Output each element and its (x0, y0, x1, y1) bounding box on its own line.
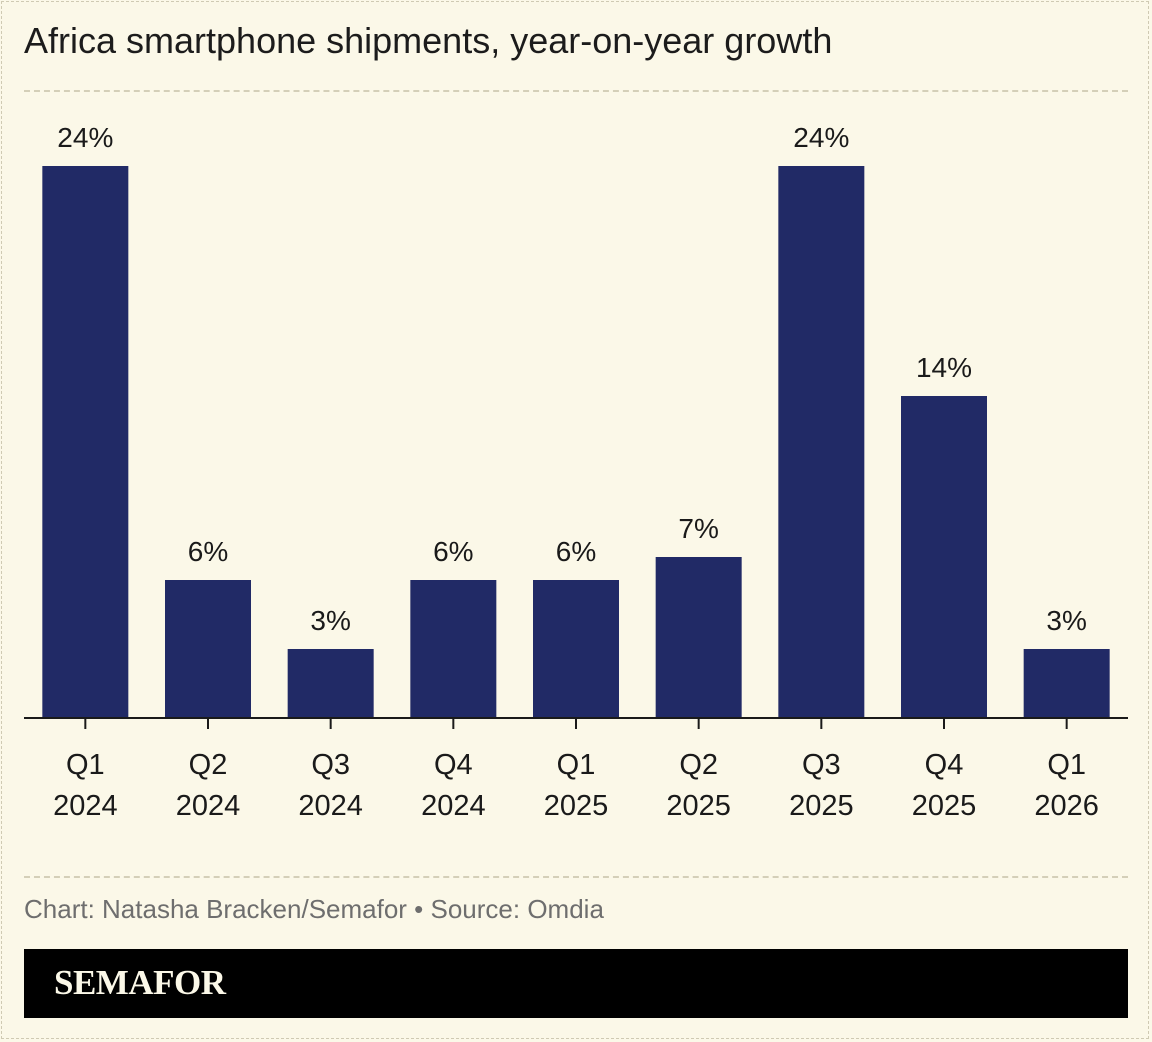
x-tick-label: 2024 (176, 790, 241, 822)
data-label: 6% (556, 536, 596, 567)
x-tick-label: Q1 (1047, 749, 1086, 781)
bar (655, 557, 742, 718)
bar (901, 396, 987, 718)
data-label: 24% (793, 122, 849, 153)
data-label: 6% (433, 536, 473, 567)
bar (165, 580, 251, 718)
bar (287, 649, 374, 718)
data-label: 14% (916, 352, 972, 383)
bar (410, 580, 497, 718)
data-label: 3% (1046, 605, 1086, 636)
chart-title: Africa smartphone shipments, year-on-yea… (24, 20, 833, 61)
x-tick-label: Q3 (802, 749, 841, 781)
x-tick-label: 2025 (544, 790, 609, 822)
source-note: Chart: Natasha Bracken/Semafor • Source:… (24, 894, 604, 924)
x-tick-label: Q4 (925, 749, 964, 781)
data-label: 3% (310, 605, 350, 636)
x-tick-label: Q1 (66, 749, 105, 781)
x-tick-label: 2024 (421, 790, 486, 822)
bar (533, 580, 619, 718)
x-tick-label: 2024 (298, 790, 363, 822)
x-tick-label: Q1 (557, 749, 596, 781)
bar (1023, 649, 1110, 718)
x-tick-label: 2025 (666, 790, 731, 822)
brand-bar: SEMAFOR (24, 949, 1128, 1018)
x-tick-label: Q3 (311, 749, 350, 781)
semafor-logo: SEMAFOR (54, 963, 226, 1002)
bar (42, 166, 129, 718)
data-label: 6% (188, 536, 228, 567)
bar (778, 166, 865, 718)
footer-divider (24, 876, 1128, 878)
data-label: 7% (678, 513, 718, 544)
data-label: 24% (57, 122, 113, 153)
x-tick-label: 2025 (789, 790, 854, 822)
x-tick-label: 2024 (53, 790, 118, 822)
x-tick-label: 2026 (1034, 790, 1099, 822)
title-divider (24, 90, 1128, 92)
x-tick-label: Q2 (679, 749, 718, 781)
x-tick-label: Q4 (434, 749, 473, 781)
bar-chart: 24% Q1 2024 6% Q2 2024 3% Q3 2024 6% Q4 2024 6% Q1 202… (24, 122, 1128, 822)
x-tick-label: Q2 (189, 749, 228, 781)
x-tick-label: 2025 (912, 790, 977, 822)
